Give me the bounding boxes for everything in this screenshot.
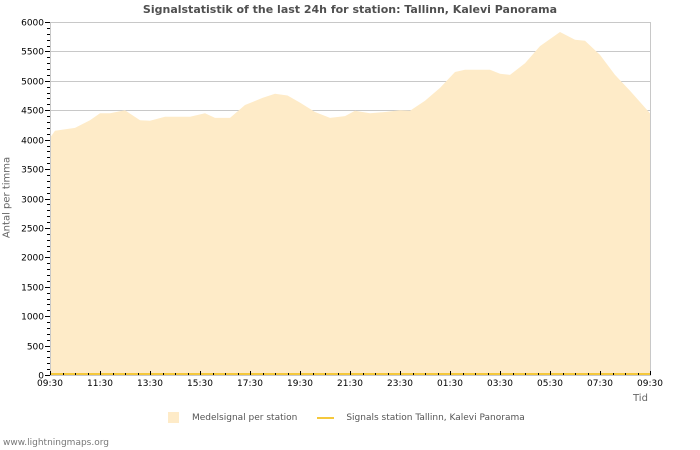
y-tick-label: 0	[38, 372, 44, 382]
x-tick-label: 13:30	[137, 379, 163, 389]
y-tick-label: 4000	[21, 137, 44, 147]
x-tick-label: 15:30	[187, 379, 213, 389]
x-tick-label: 07:30	[587, 379, 613, 389]
x-tick-label: 23:30	[387, 379, 413, 389]
y-tick-label: 1500	[21, 284, 44, 294]
y-tick-label: 5500	[21, 48, 44, 58]
footer-credit: www.lightningmaps.org	[3, 438, 109, 448]
y-axis-label: Antal per timma	[1, 156, 13, 239]
y-tick-label: 6000	[21, 19, 44, 29]
x-tick-label: 03:30	[487, 379, 513, 389]
x-tick-label: 09:30	[37, 379, 63, 389]
legend-line-label: Signals station Tallinn, Kalevi Panorama	[346, 412, 525, 423]
x-tick-label: 21:30	[337, 379, 363, 389]
x-tick-label: 11:30	[87, 379, 113, 389]
x-axis-label: Tid	[632, 393, 648, 404]
x-tick-label: 05:30	[537, 379, 563, 389]
x-tick-label: 19:30	[287, 379, 313, 389]
chart-title: Signalstatistik of the last 24h for stat…	[142, 3, 558, 16]
axes: 0 500 1000 1500 2000 2500 3000 3500 4000 4500 5000…	[21, 19, 663, 390]
legend-area-swatch	[168, 412, 179, 423]
x-tick-label: 17:30	[237, 379, 263, 389]
area-series-medelsignal	[50, 32, 650, 375]
legend-line-swatch	[317, 416, 335, 419]
x-tick-label: 09:30	[637, 379, 663, 389]
legend: Medelsignal per station Signals station …	[168, 412, 525, 423]
y-tick-label: 5000	[21, 78, 44, 88]
y-tick-label: 2000	[21, 254, 44, 264]
y-tick-label: 1000	[21, 313, 44, 323]
y-tick-label: 3000	[21, 196, 44, 206]
y-tick-label: 3500	[21, 166, 44, 176]
legend-area-label: Medelsignal per station	[192, 412, 298, 423]
y-tick-label: 4500	[21, 107, 44, 117]
y-tick-label: 2500	[21, 225, 44, 235]
y-tick-label: 500	[27, 343, 44, 353]
x-tick-label: 01:30	[437, 379, 463, 389]
